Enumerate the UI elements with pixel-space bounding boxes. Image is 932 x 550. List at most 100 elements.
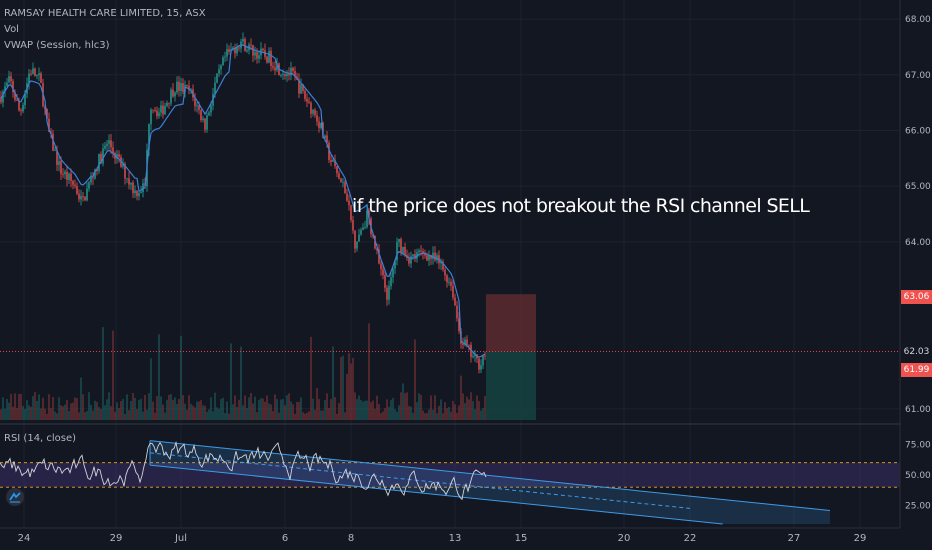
volume-bar — [36, 400, 38, 420]
volume-bar — [330, 399, 332, 420]
volume-bar — [470, 392, 472, 420]
candle-body — [290, 67, 292, 76]
candle-body — [414, 254, 416, 259]
candle-body — [244, 39, 246, 52]
candle-body — [34, 68, 36, 77]
volume-bar — [324, 400, 326, 420]
candle-body — [10, 76, 12, 82]
candle-body — [108, 140, 110, 144]
volume-bar — [252, 403, 254, 420]
volume-bar — [78, 412, 80, 420]
volume-bar — [380, 413, 382, 420]
candle-body — [118, 154, 120, 157]
candle-body — [420, 250, 422, 252]
volume-bar — [76, 398, 78, 420]
stop-price-tag: 63.06 — [901, 290, 932, 304]
candle-body — [186, 84, 188, 86]
rsi-indicator-label[interactable]: RSI (14, close) — [4, 433, 77, 444]
candle-body — [402, 246, 404, 253]
candle-body — [48, 118, 50, 132]
candle-body — [30, 73, 32, 75]
candle-body — [28, 73, 30, 84]
volume-bar — [278, 412, 280, 420]
candle-body — [300, 84, 302, 94]
volume-bar — [68, 411, 70, 420]
candle-body — [436, 255, 438, 261]
candle-body — [280, 75, 282, 76]
position-zones — [486, 294, 536, 420]
volume-bar — [234, 395, 236, 420]
candle-body — [444, 269, 446, 276]
volume-bar — [308, 411, 310, 420]
candle-body — [80, 195, 82, 200]
candle-body — [142, 183, 144, 193]
candle-body — [340, 178, 342, 183]
candle-body — [412, 254, 414, 257]
candle-body — [380, 263, 382, 270]
volume-bar — [294, 413, 296, 420]
candle-body — [236, 47, 238, 54]
volume-bar — [88, 392, 90, 420]
volume-bar — [90, 404, 92, 420]
rsi-channel-fill — [150, 440, 830, 524]
candle-body — [294, 71, 296, 77]
candle-body — [306, 98, 308, 102]
candle-body — [398, 238, 400, 243]
tradingview-logo-icon[interactable] — [6, 488, 24, 506]
candle-body — [216, 73, 218, 83]
candle-body — [224, 56, 226, 58]
volume-bar — [382, 411, 384, 420]
volume-bar — [164, 412, 166, 420]
volume-bar — [6, 398, 8, 420]
candle-body — [450, 281, 452, 286]
volume-bar — [298, 401, 300, 420]
volume-bar — [392, 397, 394, 420]
volume-bar — [56, 413, 58, 420]
candle-body — [154, 110, 156, 111]
annotation-text[interactable]: if the price does not breakout the RSI c… — [352, 195, 810, 217]
volume-bar — [72, 402, 74, 420]
candle-body — [426, 255, 428, 261]
candle-body — [62, 174, 64, 175]
candle-body — [172, 89, 174, 97]
candle-body — [138, 192, 140, 197]
candle-body — [428, 255, 430, 261]
volume-bar — [200, 400, 202, 420]
candle-body — [338, 173, 340, 179]
time-tick-label: Jul — [174, 533, 187, 544]
candle-body — [166, 102, 168, 107]
candle-body — [456, 305, 458, 319]
symbol-label[interactable]: RAMSAY HEALTH CARE LIMITED, 15, ASX — [4, 8, 206, 19]
candle-body — [150, 109, 152, 125]
candle-body — [484, 355, 486, 357]
candle-body — [202, 118, 204, 121]
candle-body — [98, 154, 100, 172]
candle-body — [430, 255, 432, 259]
volume-bar — [10, 393, 12, 420]
entry-price-tag: 61.99 — [901, 363, 932, 377]
candle-body — [214, 82, 216, 94]
volume-bar — [288, 393, 290, 420]
candle-body — [58, 161, 60, 165]
candle-body — [400, 238, 402, 253]
volume-bar — [92, 410, 94, 420]
rsi-channel-lower[interactable] — [149, 464, 723, 525]
candle-body — [326, 135, 328, 143]
vwap-indicator-label[interactable]: VWAP (Session, hlc3) — [4, 40, 110, 51]
candle-body — [394, 260, 396, 269]
volume-bar — [66, 400, 68, 420]
candle-body — [316, 115, 318, 122]
candle-body — [472, 356, 474, 358]
volume-bar — [350, 363, 352, 420]
volume-bar — [134, 397, 136, 420]
volume-bar — [274, 394, 276, 420]
vol-indicator-label[interactable]: Vol — [4, 24, 19, 35]
volume-bar — [260, 398, 262, 420]
volume-bar — [414, 339, 416, 420]
volume-bar — [270, 404, 272, 420]
candle-body — [452, 285, 454, 298]
time-tick-label: 29 — [110, 533, 123, 544]
volume-bar — [60, 405, 62, 420]
time-tick-label: 13 — [449, 533, 462, 544]
